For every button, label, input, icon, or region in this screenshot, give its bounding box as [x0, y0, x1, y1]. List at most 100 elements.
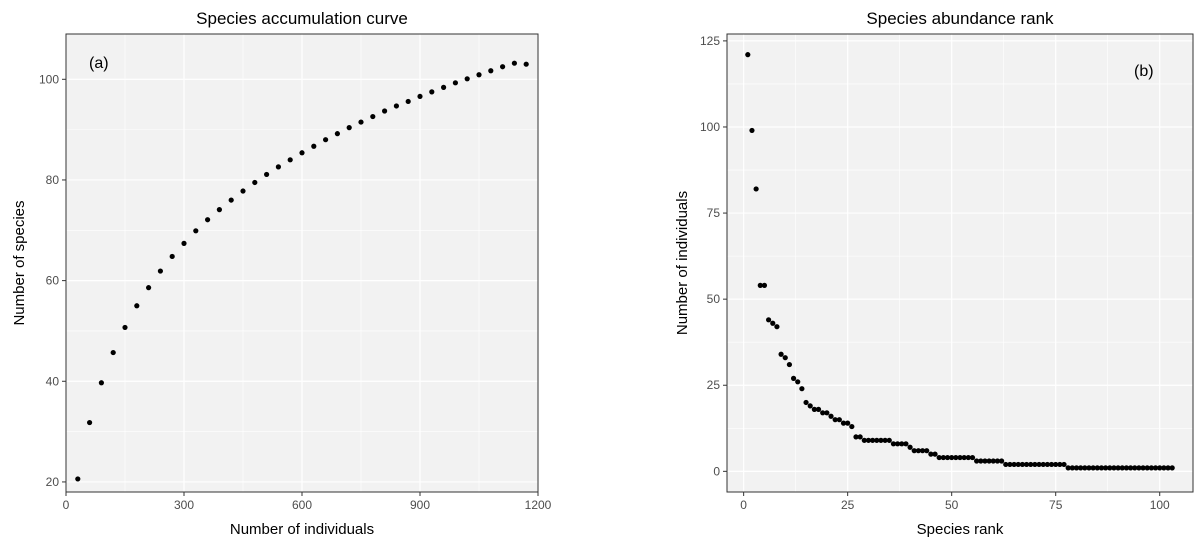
chart-b-point	[799, 386, 805, 392]
chart-b-point	[761, 282, 768, 288]
chart-b-x-tick-label: 75	[1049, 498, 1063, 512]
chart-b-point	[957, 454, 963, 461]
chart-b-point	[1094, 465, 1100, 471]
chart-a-point	[441, 84, 447, 90]
chart-b-point	[840, 420, 847, 426]
chart-b-x-tick-label: 25	[841, 498, 855, 512]
chart-b-point	[828, 413, 834, 419]
chart-b-point	[936, 454, 942, 461]
chart-a-x-tick-label: 900	[410, 498, 430, 512]
chart-b-point	[1007, 461, 1013, 468]
chart-b-point	[836, 417, 842, 423]
chart-a-point	[75, 476, 81, 482]
chart-a-y-axis-title: Number of species	[11, 200, 28, 325]
chart-b-point	[815, 406, 822, 412]
chart-b-point	[932, 451, 938, 457]
chart-b-point	[832, 417, 838, 423]
chart-a-point	[87, 419, 93, 426]
chart-b-point	[940, 454, 946, 461]
chart-a-point	[98, 380, 104, 386]
chart-b-point	[1011, 461, 1017, 468]
chart-b-point	[745, 52, 751, 58]
chart-a-point	[240, 188, 246, 194]
chart-b-point	[974, 458, 980, 464]
chart-b-point	[749, 127, 755, 134]
chart-b-panel-label: (b)	[1134, 63, 1154, 80]
chart-b-point	[757, 282, 763, 288]
chart-b-point	[1098, 465, 1105, 471]
chart-b-y-tick-label: 125	[700, 34, 720, 48]
chart-a-x-tick-label: 0	[63, 498, 70, 512]
chart-a-y-tick-label: 100	[39, 72, 59, 86]
chart-b-point	[770, 320, 776, 326]
chart-b-point	[803, 399, 809, 406]
chart-b-point	[907, 444, 913, 450]
chart-b-point	[861, 437, 867, 443]
chart-a-point	[169, 253, 175, 260]
chart-b-point	[1036, 461, 1042, 468]
chart-a-point	[181, 240, 187, 246]
chart-b-point	[886, 437, 892, 443]
chart-b-point	[1028, 461, 1034, 468]
chart-a-point	[264, 171, 270, 178]
chart-a-y-tick-label: 80	[46, 173, 60, 187]
chart-b-y-tick-label: 75	[707, 206, 721, 220]
chart-b-point	[990, 458, 996, 464]
chart-b-point	[1119, 465, 1125, 471]
chart-a-y-tick-label: 40	[46, 374, 60, 388]
chart-b-point	[924, 448, 930, 454]
chart-a-point	[134, 303, 140, 309]
chart-b-point	[1157, 465, 1163, 471]
chart-b-point	[865, 437, 872, 443]
chart-b-y-axis-title: Number of individuals	[674, 191, 691, 335]
chart-b-point	[899, 441, 905, 447]
chart-b-x-axis-title: Species rank	[917, 521, 1004, 538]
chart-b-x-tick-label: 100	[1150, 498, 1170, 512]
chart-b-point	[1132, 465, 1138, 471]
chart-b-point	[774, 324, 780, 330]
chart-b-point	[853, 434, 859, 440]
chart-b-point	[894, 441, 901, 447]
chart-b: 0 25 50 75 100 0 25 50 75 100 125 Species abundanc…	[674, 9, 1194, 538]
chart-b-point	[1061, 461, 1067, 468]
chart-b-point	[953, 454, 959, 461]
chart-b-point	[1082, 465, 1088, 471]
chart-b-point	[915, 448, 921, 454]
chart-b-point	[811, 406, 817, 412]
chart-a-point	[382, 108, 388, 114]
chart-a-point	[346, 125, 352, 131]
chart-b-point	[1144, 465, 1150, 471]
chart-a-point	[122, 324, 128, 331]
chart-b-point	[1053, 461, 1059, 468]
chart-a-title: Species accumulation curve	[196, 9, 408, 28]
chart-b-x-tick-label: 50	[945, 498, 959, 512]
chart-a-y-tick-label: 60	[46, 274, 60, 288]
chart-a-y-tick-label: 20	[46, 475, 60, 489]
chart-b-point	[999, 458, 1005, 464]
chart-b-point	[807, 403, 813, 409]
chart-b-point	[820, 410, 826, 416]
chart-a-point	[464, 76, 470, 82]
chart-b-point	[857, 434, 863, 440]
chart-b-point	[1103, 465, 1109, 471]
chart-a-point	[523, 61, 529, 67]
chart-b-point	[1069, 465, 1075, 471]
chart-b-point	[1127, 465, 1134, 471]
chart-b-point	[1123, 465, 1130, 471]
chart-b-point	[1107, 465, 1113, 471]
chart-b-point	[1161, 465, 1167, 471]
chart-b-y-tick-label: 50	[707, 292, 721, 306]
chart-b-point	[961, 454, 967, 461]
chart-a-x-axis-title: Number of individuals	[230, 521, 374, 538]
chart-b-point	[1169, 465, 1175, 471]
chart-a-point	[110, 349, 116, 356]
chart-a-panel-label: (a)	[89, 55, 109, 72]
chart-b-point	[994, 458, 1001, 464]
chart-b-y-tick-label: 100	[700, 120, 720, 134]
chart-b-point	[882, 437, 888, 443]
chart-b-point	[878, 437, 884, 443]
chart-b-point	[845, 420, 851, 426]
chart-a-point	[216, 207, 222, 213]
chart-b-point	[795, 379, 801, 385]
